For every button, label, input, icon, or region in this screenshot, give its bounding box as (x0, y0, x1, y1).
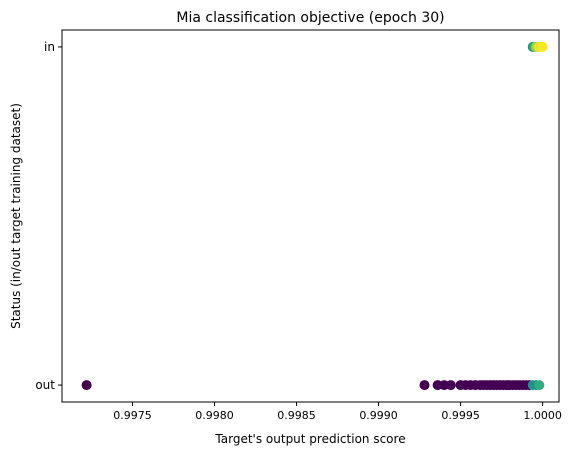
y-tick-label: out (35, 378, 55, 392)
x-axis-ticks: 0.9975 0.9980 0.9985 0.9990 0.9995 1.0000 (113, 402, 562, 422)
plot-frame (61, 29, 560, 403)
chart-title: Mia classification objective (epoch 30) (176, 10, 444, 26)
x-axis-label: Target's output prediction score (214, 432, 405, 446)
y-axis-ticks: out in (35, 40, 62, 392)
x-tick-label: 0.9985 (277, 409, 316, 422)
x-tick-label: 0.9975 (113, 409, 152, 422)
scatter-point (419, 380, 430, 391)
scatter-point (534, 380, 545, 391)
y-axis-label: Status (in/out target training dataset) (9, 103, 23, 329)
x-tick-label: 1.0000 (523, 409, 562, 422)
scatter-point (537, 41, 548, 52)
points-layer (81, 41, 548, 391)
scatter-point (445, 380, 456, 391)
scatter-point (81, 380, 92, 391)
x-tick-label: 0.9980 (195, 409, 234, 422)
x-tick-label: 0.9990 (359, 409, 398, 422)
x-tick-label: 0.9995 (441, 409, 480, 422)
y-tick-label: in (44, 40, 55, 54)
